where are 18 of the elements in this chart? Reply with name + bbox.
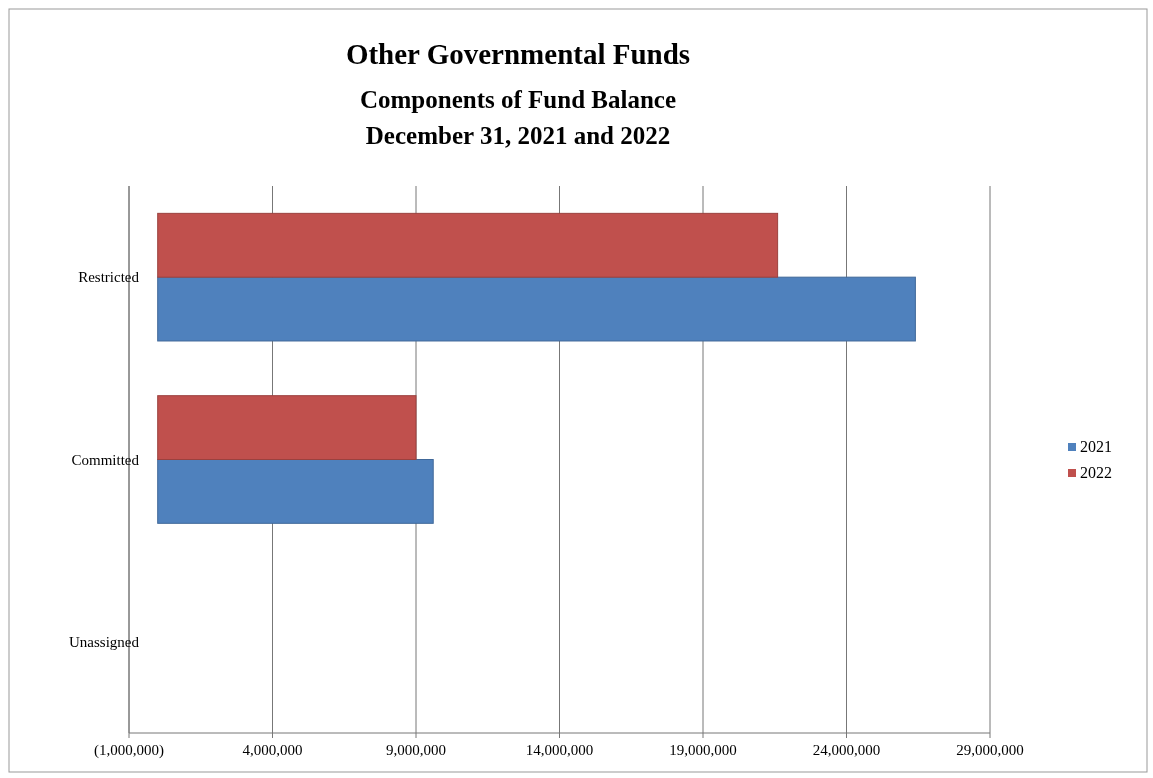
y-tick-label: Restricted: [78, 269, 140, 286]
bar: [157, 459, 434, 524]
x-tick-label: 24,000,000: [812, 742, 881, 758]
legend-label: 2021: [1080, 438, 1112, 455]
bar: [157, 212, 779, 278]
y-tick-label: Unassigned: [69, 633, 140, 650]
y-tick-label: Committed: [71, 451, 140, 468]
bar: [157, 276, 916, 342]
x-tick-label: 19,000,000: [669, 742, 737, 758]
x-tick-label: 9,000,000: [386, 742, 446, 758]
x-tick-label: 4,000,000: [242, 742, 303, 758]
chart-subtitle: Components of Fund Balance December 31, 2021 and 2022: [359, 86, 677, 149]
chart-title: Other Governmental Funds: [345, 38, 691, 70]
x-tick-label: 29,000,000: [956, 742, 1024, 758]
x-tick-label: 14,000,000: [525, 742, 594, 758]
bar: [157, 395, 417, 460]
legend-label: 2022: [1080, 464, 1112, 481]
x-tick-label: (1,000,000): [94, 742, 164, 759]
